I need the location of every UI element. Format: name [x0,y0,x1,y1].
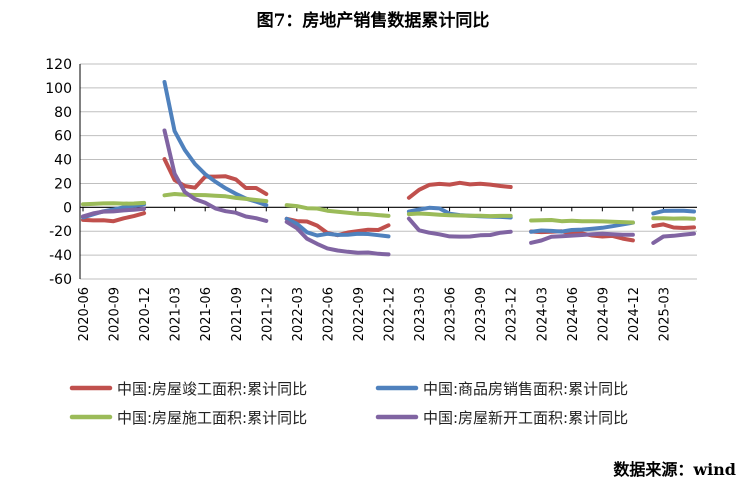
x-tick-label: 2020-06 [77,287,92,341]
y-axis: -60 -40 -20 0 20 40 60 80 100 120 [45,57,81,288]
series-line-2 [81,192,696,225]
x-tick-label: 2022-06 [321,287,336,341]
x-tick-label: 2024-06 [566,287,581,341]
x-tick-label: 2022-09 [352,287,367,341]
x-tick-label: 2021-06 [199,287,214,341]
chart-title: 图7：房地产销售数据累计同比 [256,11,490,31]
y-tick-label: 60 [54,129,72,145]
y-tick-label: 20 [54,176,72,192]
legend-label: 中国:商品房销售面积:累计同比 [423,380,628,398]
x-tick-label: 2024-09 [596,287,611,341]
x-tick-label: 2022-03 [291,287,306,341]
legend: 中国:房屋竣工面积:累计同比 中国:商品房销售面积:累计同比中国:房屋施工面积:累… [69,380,628,427]
x-tick-label: 2023-12 [505,287,520,341]
x-tick-label: 2020-09 [108,287,123,341]
series-line-3 [81,128,696,257]
y-tick-label: 120 [45,57,72,73]
legend-label: 中国:房屋新开工面积:累计同比 [423,409,628,427]
x-tick-label: 2023-09 [474,287,489,341]
x-tick-label: 2021-09 [230,287,245,341]
source-note: 数据来源：wind [613,460,736,479]
x-tick-label: 2024-12 [627,287,642,341]
y-tick-label: 80 [54,105,72,121]
x-tick-label: 2022-12 [383,287,398,341]
series-lines [81,80,696,257]
y-tick-label: -40 [49,248,72,264]
x-tick-label: 2024-03 [535,287,550,341]
y-tick-label: 0 [63,200,72,216]
legend-label: 中国:房屋竣工面积:累计同比 [117,380,307,398]
x-tick-label: 2023-06 [444,287,459,341]
x-tick-label: 2025-03 [657,287,672,341]
y-tick-label: -20 [49,224,72,240]
x-tick-label: 2021-12 [260,287,275,341]
y-tick-label: -60 [49,272,72,288]
x-axis: 2020-06 2020-09 2020-12 2021-03 2021-06 2021-… [77,207,672,341]
y-tick-label: 40 [54,153,72,169]
legend-label: 中国:房屋施工面积:累计同比 [117,409,307,427]
x-tick-label: 2021-03 [169,287,184,341]
x-tick-label: 2020-12 [138,287,153,341]
y-tick-label: 100 [45,81,72,97]
x-tick-label: 2023-03 [413,287,428,341]
